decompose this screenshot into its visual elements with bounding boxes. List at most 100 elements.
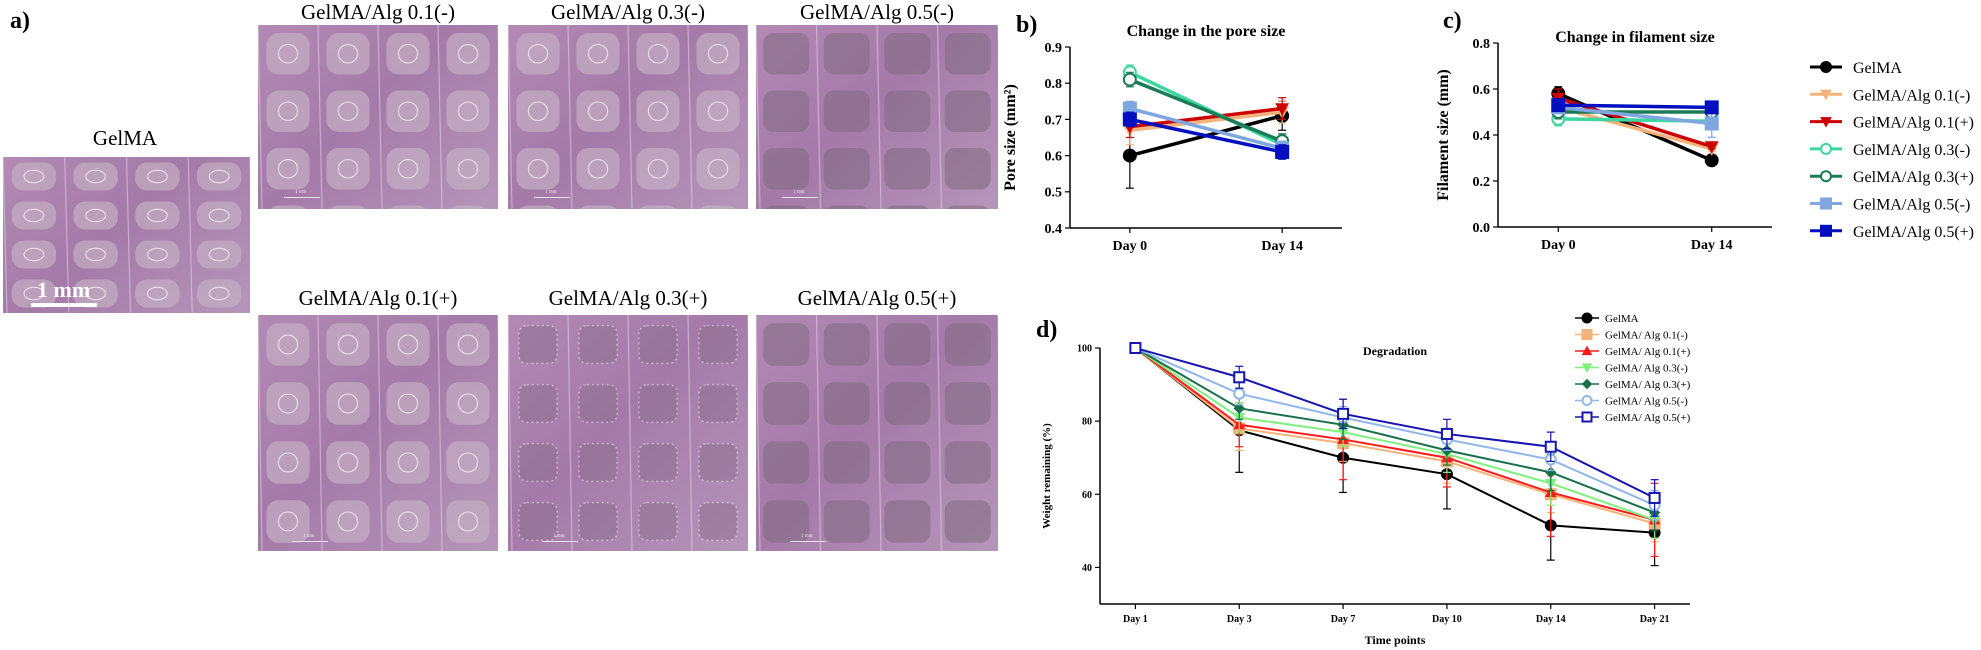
legend-marker [1820,142,1832,155]
legend-marker [1581,395,1593,406]
scale-bar [542,541,578,542]
series-line [1134,347,1655,534]
series-line [1135,347,1656,499]
y-tick-label: 0.9 [1045,41,1063,56]
legend-label: GelMA/Alg 0.3(-) [1853,142,1970,159]
series-line [1129,110,1283,132]
legend-label: GelMA/ Alg 0.3(-) [1605,363,1688,375]
series-line [1129,77,1283,143]
legend-marker [1820,61,1832,73]
image-label-gelma-alg-0-5-minus: GelMA/Alg 0.5(-) [800,0,954,24]
series-line [1558,103,1712,110]
legend-label: GelMA/ Alg 0.3(+) [1605,379,1691,391]
y-tick-label: 0.6 [1473,83,1491,98]
legend-marker [1581,329,1593,340]
x-tick-label: Day 0 [1541,238,1576,253]
image-label-gelma-alg-0-3-plus: GelMA/Alg 0.3(+) [548,286,708,310]
x-tick-label: Day 0 [1113,239,1148,254]
x-tick-label: Day 14 [1691,238,1733,253]
data-point [1122,148,1137,163]
y-tick-label: 40 [1082,563,1092,574]
data-point [1122,112,1137,127]
series-6 [1122,111,1290,160]
data-point [1275,103,1290,116]
x-tick-label: Day 3 [1227,614,1252,625]
chart-d: d) Degradation 40 60 80 100 Day 1 Day 3 Day 7 Day… [1036,312,1691,647]
x-tick-label: Day 1 [1123,614,1148,625]
y-tick-label: 0.5 [1045,186,1063,201]
image-label-gelma-alg-0-1-minus: GelMA/Alg 0.1(-) [301,0,455,24]
series-3 [1129,343,1661,539]
data-point [1704,116,1719,131]
scale-bar-label: 1 mm [793,190,805,195]
panel-b-letter: b) [1016,12,1037,38]
scale-bar-label: 1 mm [295,190,307,195]
data-point [1233,402,1245,415]
legend-marker [1820,89,1832,101]
series-2 [1129,341,1661,558]
data-point [1544,440,1557,453]
y-axis-label: Weight remaining (%) [1041,423,1053,529]
data-point [1122,72,1137,87]
data-point [1129,342,1142,354]
legend-marker [1581,363,1593,374]
legend-marker [1581,345,1593,356]
data-point [1233,371,1246,384]
data-point [1704,141,1719,154]
scale-bar [284,197,320,198]
chart-c: c) Change in filament size 0.0 0.2 0.4 0.6 0.8… [1435,8,1974,253]
series-2 [1122,97,1290,139]
chart-title: Change in the pore size [1127,23,1286,40]
legend-label: GelMA/ Alg 0.5(-) [1605,396,1688,408]
legend-label: GelMA/ Alg 0.5(+) [1605,412,1691,424]
series-line [1134,347,1655,514]
scale-bar [782,197,818,198]
data-point [1648,491,1661,504]
y-tick-label: 0.0 [1473,221,1491,236]
chart-title: Change in filament size [1555,29,1715,46]
x-tick-label: Day 10 [1432,614,1462,625]
scale-bar-label: 1 mm [303,534,315,539]
y-tick-label: 0.7 [1045,113,1063,128]
series-line [1129,117,1283,154]
legend-label: GelMA/Alg 0.1(+) [1853,115,1974,132]
series-0 [1129,342,1661,567]
legend-marker [1820,197,1832,210]
legend-label: GelMA [1853,60,1902,77]
x-axis-label: Time points [1365,633,1426,647]
y-tick-label: 0.4 [1045,222,1063,237]
legend-marker [1820,170,1832,183]
series-line [1134,347,1656,507]
series-line [1557,105,1713,151]
data-point [1337,407,1350,420]
legend-label: GelMA/Alg 0.1(-) [1853,87,1970,104]
micrograph-gelma-alg-0-1-plus: 1 mm [258,315,498,551]
chart-title: Degradation [1363,344,1427,358]
panel-a-letter: a) [10,8,30,34]
series-line [1134,347,1655,521]
series-6 [1129,342,1661,517]
y-tick-label: 0.8 [1045,77,1063,92]
micrograph-gelma-alg-0-5-plus: 1 mm [756,315,998,551]
data-point [1551,98,1566,113]
chart-b: b) Change in the pore size 0.4 0.5 0.6 0.7 0.8… [1002,12,1342,254]
scale-bar [31,303,97,307]
micrograph-gelma-alg-0-5-minus: 1 mm [756,25,998,209]
data-point [1440,427,1453,440]
scale-bar [292,541,328,542]
y-tick-label: 0.4 [1473,129,1491,144]
y-tick-label: 0.8 [1473,37,1491,52]
image-label-gelma: GelMA [92,126,158,150]
y-axis-label: Filament size (mm) [1435,69,1452,201]
image-label-gelma-alg-0-3-minus: GelMA/Alg 0.3(-) [551,0,705,24]
legend-label: GelMA [1605,313,1639,325]
series-6 [1551,98,1719,115]
panel-c-letter: c) [1443,8,1462,34]
y-tick-label: 80 [1082,417,1092,428]
scale-bar-label: 1 mm [553,534,565,539]
series-line [1134,347,1655,521]
x-tick-label: Day 21 [1640,614,1670,625]
legend-label: GelMA/ Alg 0.1(+) [1605,346,1691,358]
scale-bar-label: 1 mm [37,277,91,302]
image-label-gelma-alg-0-5-plus: GelMA/Alg 0.5(+) [797,286,957,310]
